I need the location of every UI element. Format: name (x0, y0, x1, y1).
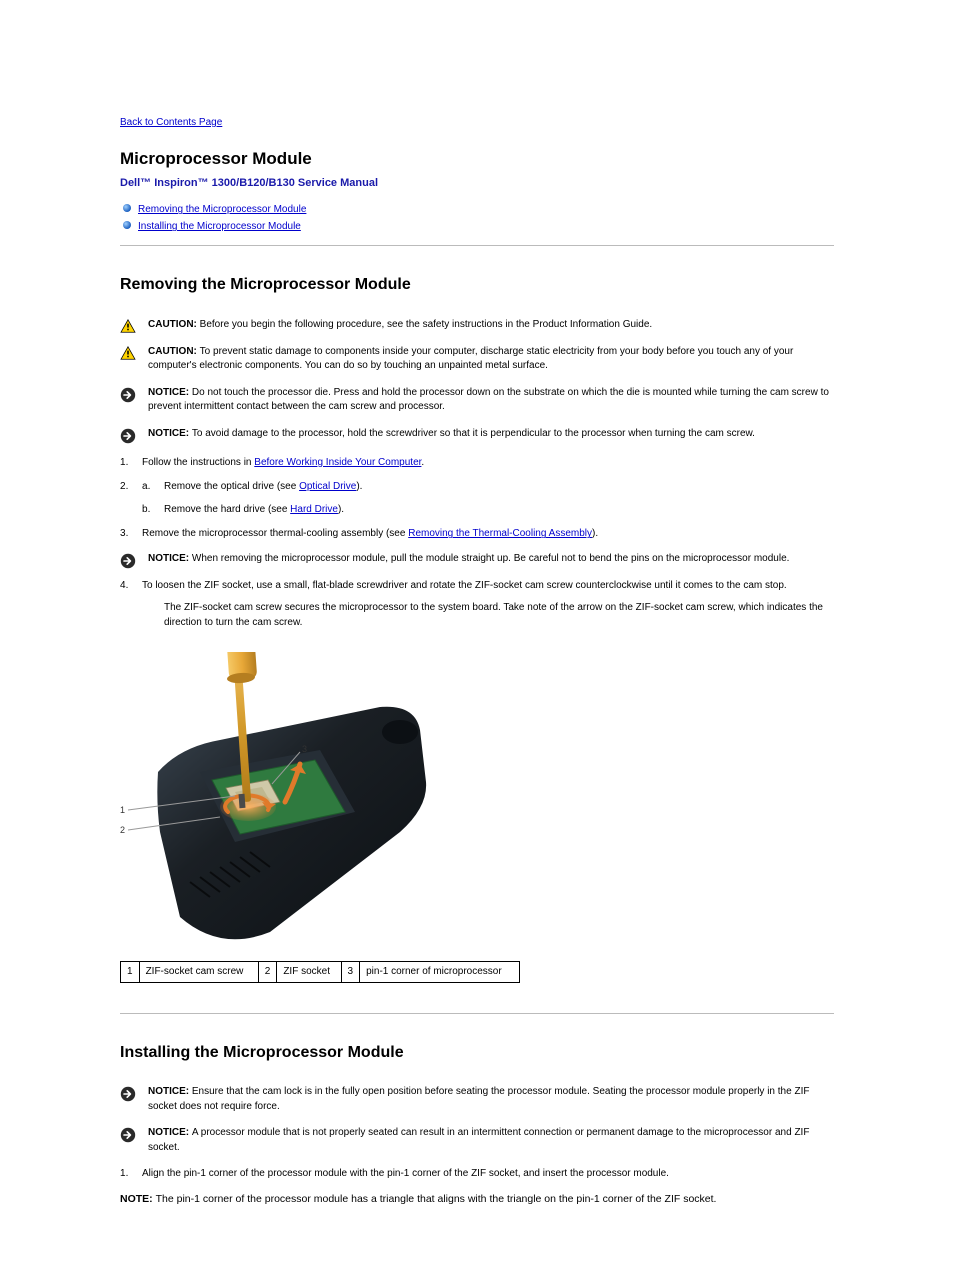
install-note: NOTE: The pin-1 corner of the processor … (120, 1192, 834, 1206)
toc-link-remove[interactable]: Removing the Microprocessor Module (138, 204, 306, 215)
note-lead: NOTE: (120, 1193, 156, 1205)
caution-callout: CAUTION: To prevent static damage to com… (120, 345, 834, 374)
notice-callout: NOTICE: When removing the microprocessor… (120, 552, 834, 569)
notice-lead: NOTICE: (148, 1127, 192, 1138)
notice-text: NOTICE: Do not touch the processor die. … (148, 386, 834, 415)
notice-callout: NOTICE: Do not touch the processor die. … (120, 386, 834, 415)
manual-subtitle: Dell™ Inspiron™ 1300/B120/B130 Service M… (120, 176, 834, 191)
part-label: ZIF socket (277, 962, 341, 983)
svg-text:2: 2 (120, 825, 125, 835)
notice-icon (120, 1126, 148, 1143)
toc-list: Removing the Microprocessor Module Insta… (120, 201, 834, 235)
substep-item: Remove the optical drive (see Optical Dr… (142, 480, 834, 495)
step-text: ). (592, 528, 598, 539)
step-item: To loosen the ZIF socket, use a small, f… (120, 579, 834, 631)
step-text: . (421, 457, 424, 468)
caution-body: To prevent static damage to components i… (148, 346, 793, 372)
notice-icon (120, 552, 148, 569)
notice-icon (120, 1085, 148, 1102)
part-label: pin-1 corner of microprocessor (360, 962, 520, 983)
divider (120, 1013, 834, 1014)
caution-text: CAUTION: To prevent static damage to com… (148, 345, 834, 374)
caution-icon (120, 318, 148, 333)
caution-icon (120, 345, 148, 360)
caution-callout: CAUTION: Before you begin the following … (120, 318, 834, 333)
step-link-harddrive[interactable]: Hard Drive (290, 504, 338, 515)
part-num: 2 (258, 962, 277, 983)
notice-text: NOTICE: A processor module that is not p… (148, 1126, 834, 1155)
step-item: Follow the instructions in Before Workin… (120, 456, 834, 471)
toc-item: Removing the Microprocessor Module (120, 201, 834, 218)
part-num: 3 (341, 962, 360, 983)
step-text: Follow the instructions in (142, 457, 254, 468)
svg-text:1: 1 (120, 805, 125, 815)
note-body: The pin-1 corner of the processor module… (156, 1193, 717, 1205)
notice-text: NOTICE: When removing the microprocessor… (148, 552, 834, 567)
step-item: Remove the optical drive (see Optical Dr… (120, 480, 834, 517)
notice-body: A processor module that is not properly … (148, 1127, 809, 1153)
section-heading-remove: Removing the Microprocessor Module (120, 274, 834, 296)
step-item: Align the pin-1 corner of the processor … (120, 1167, 834, 1182)
step-text: Remove the hard drive (see (164, 504, 290, 515)
step-link-optical[interactable]: Optical Drive (299, 481, 356, 492)
steps-list-cont: To loosen the ZIF socket, use a small, f… (120, 579, 834, 631)
step-text: To loosen the ZIF socket, use a small, f… (142, 580, 787, 591)
notice-lead: NOTICE: (148, 1086, 192, 1097)
notice-text: NOTICE: Ensure that the cam lock is in t… (148, 1085, 834, 1114)
table-row: 1 ZIF-socket cam screw 2 ZIF socket 3 pi… (121, 962, 520, 983)
notice-callout: NOTICE: Ensure that the cam lock is in t… (120, 1085, 834, 1114)
substep-item: Remove the hard drive (see Hard Drive). (142, 503, 834, 518)
toc-link-install[interactable]: Installing the Microprocessor Module (138, 221, 301, 232)
step-item: Remove the microprocessor thermal-coolin… (120, 527, 834, 542)
back-link-row: Back to Contents Page (120, 115, 834, 130)
step-text: Remove the optical drive (see (164, 481, 299, 492)
page-title: Microprocessor Module (120, 148, 834, 171)
notice-lead: NOTICE: (148, 553, 192, 564)
step-text: Remove the microprocessor thermal-coolin… (142, 528, 408, 539)
back-to-contents-link[interactable]: Back to Contents Page (120, 117, 222, 128)
figure-zif-socket: 1 2 3 (120, 652, 834, 947)
parts-table: 1 ZIF-socket cam screw 2 ZIF socket 3 pi… (120, 961, 520, 983)
step-text: ). (356, 481, 362, 492)
step-link-before-working[interactable]: Before Working Inside Your Computer (254, 457, 421, 468)
notice-body: To avoid damage to the processor, hold t… (192, 428, 755, 439)
caution-text: CAUTION: Before you begin the following … (148, 318, 834, 333)
notice-lead: NOTICE: (148, 387, 192, 398)
notice-text: NOTICE: To avoid damage to the processor… (148, 427, 834, 442)
caution-lead: CAUTION: (148, 319, 200, 330)
notice-callout: NOTICE: To avoid damage to the processor… (120, 427, 834, 444)
part-label: ZIF-socket cam screw (139, 962, 258, 983)
notice-icon (120, 427, 148, 444)
toc-item: Installing the Microprocessor Module (120, 218, 834, 235)
substeps-list: Remove the optical drive (see Optical Dr… (142, 480, 834, 517)
notice-icon (120, 386, 148, 403)
notice-callout: NOTICE: A processor module that is not p… (120, 1126, 834, 1155)
notice-lead: NOTICE: (148, 428, 192, 439)
section-heading-install: Installing the Microprocessor Module (120, 1042, 834, 1064)
steps-list-install: Align the pin-1 corner of the processor … (120, 1167, 834, 1182)
caution-lead: CAUTION: (148, 346, 200, 357)
svg-text:3: 3 (302, 744, 307, 754)
step-text: ). (338, 504, 344, 515)
notice-body: When removing the microprocessor module,… (192, 553, 790, 564)
notice-body: Ensure that the cam lock is in the fully… (148, 1086, 809, 1112)
caution-body: Before you begin the following procedure… (200, 319, 653, 330)
divider (120, 245, 834, 246)
step-link-thermal[interactable]: Removing the Thermal-Cooling Assembly (408, 528, 592, 539)
steps-list: Follow the instructions in Before Workin… (120, 456, 834, 542)
step-note: The ZIF-socket cam screw secures the mic… (164, 601, 834, 630)
part-num: 1 (121, 962, 140, 983)
notice-body: Do not touch the processor die. Press an… (148, 387, 829, 413)
